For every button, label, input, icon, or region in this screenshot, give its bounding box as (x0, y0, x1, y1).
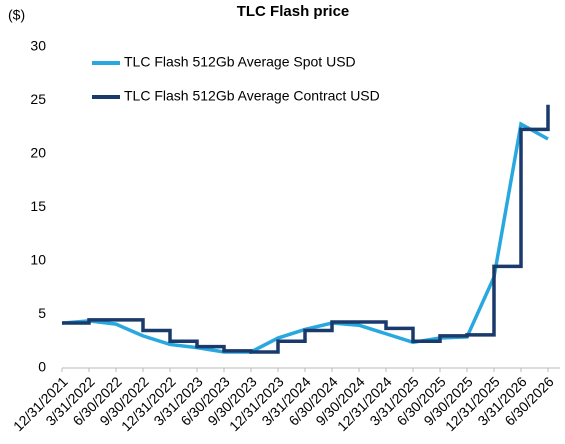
y-tick-label: 0 (38, 359, 46, 375)
y-axis-label: ($) (8, 7, 25, 23)
y-tick-label: 20 (30, 145, 46, 161)
chart-title: TLC Flash price (237, 3, 350, 20)
legend-label: TLC Flash 512Gb Average Spot USD (124, 54, 356, 70)
y-tick-label: 15 (30, 198, 46, 214)
series-line (61, 121, 549, 354)
series-line (62, 104, 550, 354)
y-tick-label: 25 (30, 91, 46, 107)
y-tick-label: 5 (38, 305, 46, 321)
y-tick-label: 30 (30, 38, 46, 54)
y-tick-label: 10 (30, 252, 46, 268)
legend-label: TLC Flash 512Gb Average Contract USD (124, 88, 380, 104)
